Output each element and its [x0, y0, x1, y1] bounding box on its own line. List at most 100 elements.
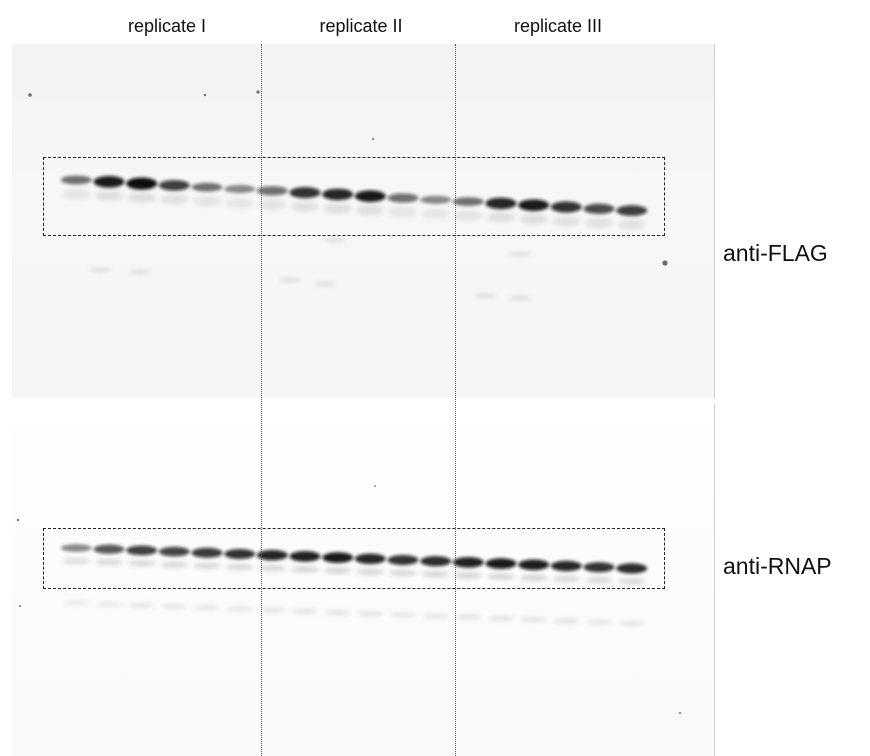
anti-flag-smear: [356, 205, 385, 216]
anti-rnap-lower-band: [225, 564, 254, 570]
anti-rnap-faint-band: [161, 604, 188, 610]
anti-rnap-faint-band: [357, 611, 384, 617]
anti-rnap-band: [583, 562, 615, 573]
anti-rnap-lower-band: [127, 560, 156, 567]
anti-rnap-band: [224, 549, 256, 559]
dust-speck: [374, 485, 376, 487]
anti-rnap-band: [60, 544, 92, 552]
anti-flag-band: [616, 205, 648, 216]
anti-rnap-band: [354, 553, 386, 564]
replicate-i-label: replicate I: [127, 16, 207, 36]
anti-flag-band: [224, 184, 256, 194]
anti-rnap-band: [158, 546, 190, 557]
anti-rnap-lower-band: [617, 578, 646, 585]
anti-rnap-lower-band: [62, 558, 91, 564]
anti-flag-smear: [160, 194, 189, 205]
anti-flag-smear: [454, 210, 483, 221]
anti-rnap-band: [387, 555, 419, 565]
replicate-divider-2: [455, 44, 456, 756]
anti-rnap-faint-band: [193, 605, 221, 611]
anti-flag-smear: [421, 208, 450, 219]
anti-flag-smear: [62, 189, 91, 199]
dust-speck: [679, 712, 681, 714]
replicate-divider-1: [261, 44, 262, 756]
dust-speck: [16, 518, 20, 522]
anti-flag-smear: [585, 217, 613, 228]
anti-rnap-faint-band: [324, 610, 351, 616]
anti-flag-faint-band: [509, 252, 531, 256]
anti-rnap-faint-band: [520, 617, 547, 623]
anti-rnap-faint-band: [553, 618, 580, 624]
anti-flag-band: [126, 177, 158, 190]
anti-flag-smear: [389, 207, 417, 217]
anti-flag-faint-band: [509, 296, 531, 300]
anti-flag-smear: [258, 199, 287, 210]
anti-rnap-lower-band: [519, 574, 548, 581]
anti-rnap-faint-band: [226, 606, 253, 612]
dust-speck: [372, 138, 374, 140]
dust-speck: [19, 605, 21, 607]
anti-flag-faint-band: [324, 238, 346, 242]
anti-rnap-faint-band: [291, 608, 319, 614]
anti-rnap-lower-band: [258, 565, 287, 572]
anti-flag-band: [158, 180, 190, 191]
anti-rnap-band: [518, 559, 550, 571]
anti-rnap-lower-band: [323, 567, 352, 574]
anti-flag-roi-box: [43, 157, 665, 236]
anti-flag-smear: [291, 201, 319, 212]
anti-flag-faint-band: [89, 268, 111, 272]
anti-rnap-band: [191, 547, 223, 558]
anti-flag-faint-band: [279, 278, 301, 282]
anti-flag-band: [452, 197, 484, 207]
anti-rnap-faint-band: [455, 614, 482, 620]
anti-rnap-band: [452, 557, 484, 568]
anti-rnap-lower-band: [389, 570, 417, 576]
anti-rnap-band: [485, 558, 517, 569]
anti-rnap-lower-band: [421, 571, 450, 578]
anti-flag-smear: [323, 203, 352, 214]
anti-flag-smear: [193, 196, 221, 207]
anti-rnap-label: anti-RNAP: [723, 553, 832, 579]
anti-rnap-lower-band: [95, 559, 123, 566]
anti-flag-faint-band: [129, 270, 151, 274]
anti-flag-smear: [617, 219, 646, 230]
anti-rnap-faint-band: [585, 619, 613, 625]
anti-rnap-band: [93, 544, 125, 554]
background-specks: [16, 90, 681, 714]
anti-flag-smear: [552, 216, 581, 226]
anti-rnap-lower-band: [487, 573, 515, 580]
anti-rnap-faint-band: [259, 607, 286, 613]
anti-flag-smear: [127, 192, 156, 203]
anti-rnap-lower-band: [454, 572, 483, 579]
anti-flag-band: [550, 201, 582, 213]
anti-flag-band: [93, 176, 125, 188]
anti-flag-band: [518, 199, 550, 211]
anti-rnap-band: [322, 552, 354, 563]
anti-rnap-band: [289, 551, 321, 562]
dust-speck: [203, 93, 207, 97]
anti-flag-band: [420, 195, 452, 204]
anti-flag-lanes: [60, 175, 648, 300]
anti-flag-band: [256, 186, 288, 196]
dust-speck: [662, 260, 668, 266]
anti-rnap-faint-band: [63, 600, 90, 606]
anti-rnap-faint-band: [618, 620, 645, 626]
anti-flag-smear: [487, 212, 515, 223]
anti-flag-band: [485, 197, 517, 210]
anti-flag-band: [60, 175, 92, 185]
anti-rnap-faint-band: [422, 613, 449, 619]
anti-flag-smear: [519, 214, 548, 225]
anti-flag-label: anti-FLAG: [723, 240, 828, 266]
anti-rnap-band: [550, 560, 582, 572]
anti-flag-band: [354, 190, 386, 202]
anti-rnap-lanes: [60, 544, 648, 626]
anti-flag-band: [583, 203, 615, 214]
anti-rnap-roi-box: [43, 528, 665, 589]
anti-rnap-lower-band: [193, 562, 221, 569]
anti-rnap-lower-band: [160, 561, 189, 568]
dust-speck: [256, 90, 260, 94]
anti-flag-band: [289, 187, 321, 199]
anti-flag-smear: [95, 190, 123, 201]
replicate-iii-label: replicate III: [513, 16, 603, 36]
